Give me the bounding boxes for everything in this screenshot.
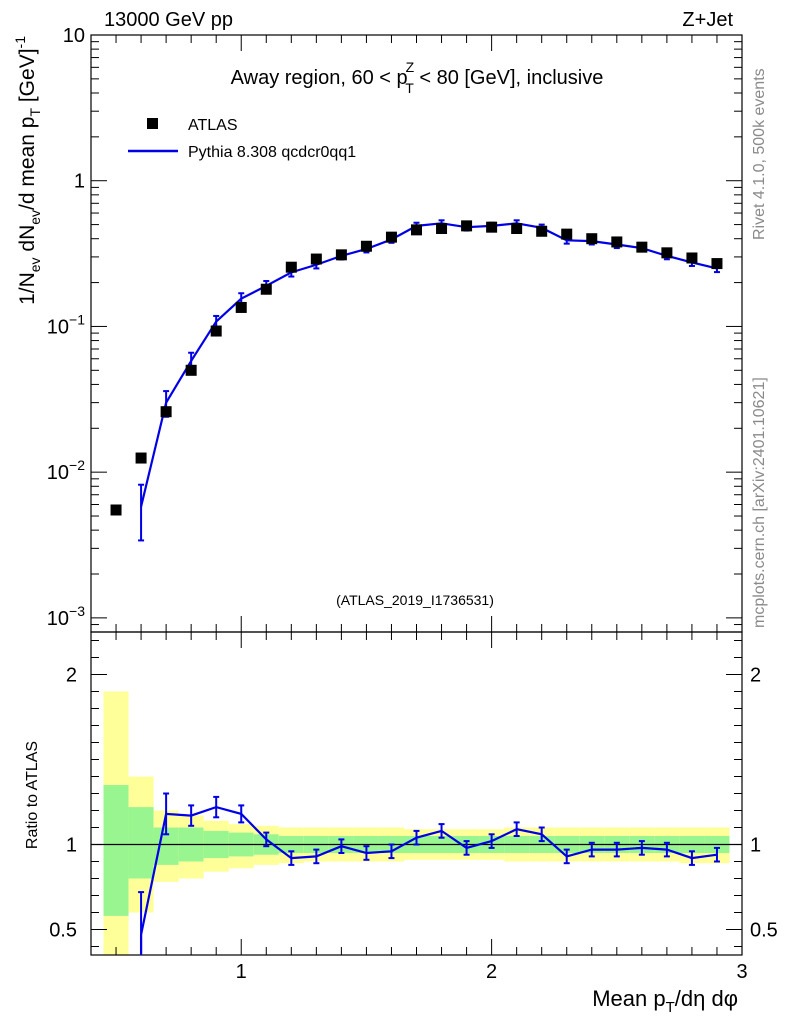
mc-line	[140, 222, 718, 507]
y-tick-base: 10	[47, 608, 69, 630]
y-label-sub: T	[27, 108, 43, 117]
y-tick-label: 10	[63, 25, 85, 47]
y-label-text: 1/N	[16, 272, 39, 305]
x-label-sub: T	[666, 999, 675, 1016]
data-point	[486, 221, 498, 233]
x-tick-label: 1	[236, 961, 247, 983]
y-label-sup: -1	[12, 36, 28, 49]
data-point	[586, 233, 598, 245]
ratio-band-inner	[103, 785, 129, 916]
data-point	[185, 364, 197, 376]
legend-label-atlas: ATLAS	[188, 117, 238, 134]
legend-label-pythia: Pythia 8.308 qcdcr0qq1	[188, 144, 356, 161]
analysis-watermark: (ATLAS_2019_I1736531)	[336, 592, 494, 608]
y-tick-label: 10−1	[47, 311, 85, 338]
x-tick-label: 2	[486, 961, 497, 983]
data-point	[686, 252, 698, 264]
title-sup: Z	[406, 59, 415, 75]
y-tick-label: 10−3	[47, 603, 85, 630]
data-point	[611, 236, 623, 248]
y-label-sub: ev	[27, 257, 43, 272]
x-label-text: /dη dφ	[675, 986, 738, 1011]
data-point	[536, 225, 548, 237]
y-tick-base: 10	[47, 316, 69, 338]
legend-marker-square	[147, 118, 158, 129]
y-label-text: [GeV]	[16, 48, 39, 108]
ratio-plot: 1 2 3 2 2 1 1 0.5 0.5 Ratio to ATLAS Mean pT/dη dφ	[24, 631, 778, 1016]
data-point	[711, 258, 723, 270]
y-tick-label: 10−2	[47, 457, 85, 484]
title-text: < 80 [GeV], inclusive	[414, 67, 604, 89]
data-point	[235, 301, 247, 313]
y-tick-exp: −1	[69, 311, 85, 327]
ratio-y-tick-label-right: 2	[750, 665, 761, 687]
ratio-y-tick-label: 0.5	[49, 920, 77, 942]
plot-title: Away region, 60 < pZ T < 80 [GeV], inclus…	[231, 59, 604, 96]
data-point	[561, 228, 573, 240]
ratio-y-tick-label: 2	[66, 665, 77, 687]
x-axis-label: Mean pT/dη dφ	[592, 986, 738, 1016]
data-point	[511, 223, 523, 235]
x-label-text: Mean p	[592, 986, 665, 1011]
data-point	[335, 249, 347, 261]
y-tick-base: 1	[74, 171, 85, 193]
data-point	[360, 240, 372, 252]
data-point	[260, 283, 272, 295]
ratio-y-axis-label: Ratio to ATLAS	[24, 741, 41, 849]
y-label-text: /d mean p	[16, 117, 39, 210]
data-point	[285, 261, 297, 273]
data-point	[160, 406, 172, 418]
y-axis-label: 1/Nev dNev/d mean pT [GeV]-1	[12, 36, 43, 305]
data-point	[310, 253, 322, 265]
y-tick-exp: −2	[69, 457, 85, 473]
ratio-frame	[90, 631, 743, 956]
data-point	[210, 325, 222, 337]
ratio-y-tick-label-right: 0.5	[750, 920, 778, 942]
y-tick-exp: −3	[69, 603, 85, 619]
data-point	[110, 504, 122, 516]
y-tick-base: 10	[63, 25, 85, 47]
mcplots-label: mcplots.cern.ch [arXiv:2401.10621]	[751, 377, 768, 628]
data-point	[436, 223, 448, 235]
data-point	[636, 241, 648, 253]
y-label-sub: ev	[27, 210, 43, 225]
header-right: Z+Jet	[682, 9, 733, 31]
ratio-mc-group	[138, 792, 720, 955]
data-point	[135, 452, 147, 464]
y-label-text: dN	[16, 225, 39, 258]
ratio-band-inner	[128, 807, 154, 879]
ratio-y-tick-label-right: 1	[750, 835, 761, 857]
data-point	[461, 220, 473, 232]
data-point	[411, 224, 422, 236]
y-tick-base: 10	[47, 462, 69, 484]
data-point	[385, 231, 397, 243]
title-text: Away region, 60 < p	[231, 67, 408, 89]
x-tick-label: 3	[736, 961, 747, 983]
data-point	[661, 247, 673, 259]
header-left: 13000 GeV pp	[104, 9, 233, 31]
ratio-mc-line	[139, 805, 718, 935]
ratio-y-tick-label: 1	[66, 835, 77, 857]
rivet-label: Rivet 4.1.0, 500k events	[751, 68, 768, 240]
title-sub: T	[405, 80, 414, 96]
y-tick-label: 1	[74, 171, 85, 193]
